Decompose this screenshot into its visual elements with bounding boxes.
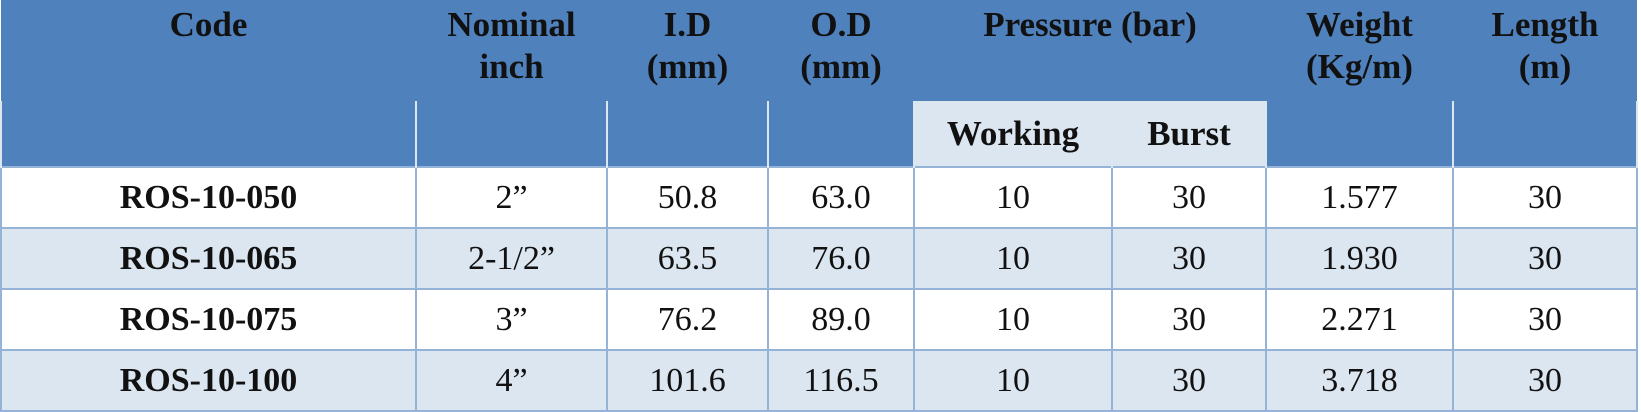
code-cell: ROS-10-050 [0,166,417,229]
value-cell: 4” [415,349,608,412]
header-cell: Length (m) [1453,0,1637,101]
code-cell: ROS-10-065 [0,227,417,290]
value-cell: 30 [1111,227,1267,290]
data-row: ROS-10-050 2” 50.8 63.0 10 30 1.577 30 [0,166,1638,229]
value-cell: 30 [1452,166,1638,229]
value-cell: 30 [1452,288,1638,351]
empty-cell [0,101,417,167]
data-row: ROS-10-065 2-1/2” 63.5 76.0 10 30 1.930 30 [0,227,1638,290]
value-cell: 63.0 [767,166,915,229]
empty-cell [1452,101,1638,167]
value-cell: 10 [913,349,1113,412]
value-cell: 50.8 [606,166,769,229]
empty-cell [415,101,608,167]
header-cell: Weight (Kg/m) [1266,0,1453,101]
value-cell: 89.0 [767,288,915,351]
value-cell: 63.5 [606,227,769,290]
value-cell: 3” [415,288,608,351]
value-cell: 76.0 [767,227,915,290]
value-cell: 30 [1452,227,1638,290]
subheader-cell: Burst [1111,101,1267,167]
value-cell: 30 [1111,349,1267,412]
empty-cell [1265,101,1454,167]
code-cell: ROS-10-100 [0,349,417,412]
value-cell: 10 [913,166,1113,229]
value-cell: 30 [1452,349,1638,412]
header-cell: Pressure (bar) [914,0,1266,101]
value-cell: 3.718 [1265,349,1454,412]
subheader-cell: Working [913,101,1113,167]
value-cell: 76.2 [606,288,769,351]
value-cell: 10 [913,288,1113,351]
subheader-row: Working Burst [0,101,1638,167]
value-cell: 1.930 [1265,227,1454,290]
header-row: Code Nominal inch I.D (mm) O.D (mm) Pres… [1,0,1637,101]
empty-cell [606,101,769,167]
header-cell: Nominal inch [416,0,607,101]
value-cell: 2.271 [1265,288,1454,351]
code-cell: ROS-10-075 [0,288,417,351]
empty-cell [767,101,915,167]
value-cell: 1.577 [1265,166,1454,229]
table-body: ROS-10-050 2” 50.8 63.0 10 30 1.577 30 ROS-10-06… [0,166,1638,412]
header-cell: Code [1,0,416,101]
value-cell: 116.5 [767,349,915,412]
value-cell: 10 [913,227,1113,290]
data-row: ROS-10-100 4” 101.6 116.5 10 30 3.718 30 [0,349,1638,412]
value-cell: 101.6 [606,349,769,412]
header-cell: O.D (mm) [768,0,914,101]
value-cell: 30 [1111,288,1267,351]
header-cell: I.D (mm) [607,0,768,101]
value-cell: 30 [1111,166,1267,229]
data-row: ROS-10-075 3” 76.2 89.0 10 30 2.271 30 [0,288,1638,351]
value-cell: 2-1/2” [415,227,608,290]
value-cell: 2” [415,166,608,229]
